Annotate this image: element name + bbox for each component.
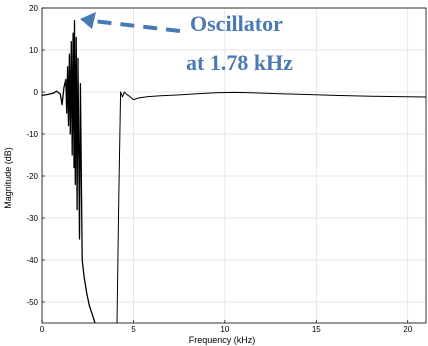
plot-frame <box>41 7 427 324</box>
x-axis: 0 5 10 15 20 <box>40 320 413 334</box>
y-tick-label: -40 <box>26 256 38 265</box>
y-tick-label: 10 <box>29 46 38 55</box>
series-lines <box>41 19 427 324</box>
x-axis-label: Frequency (kHz) <box>189 335 256 345</box>
y-tick-label: -10 <box>26 130 38 139</box>
x-tick-label: 5 <box>131 325 136 334</box>
annotation-arrowhead <box>80 12 96 29</box>
y-axis: 20 10 0 -10 -20 -30 -40 -50 <box>26 4 45 307</box>
annotation-arrow <box>92 19 181 33</box>
x-tick-label: 15 <box>312 325 321 334</box>
oscillator-annotation: Oscillator at 1.78 kHz <box>80 11 293 75</box>
x-tick-label: 10 <box>220 325 229 334</box>
y-tick-label: -30 <box>26 214 38 223</box>
annotation-line-2: at 1.78 kHz <box>186 50 293 75</box>
series-line-2 <box>116 91 427 324</box>
y-axis-label: Magnitude (dB) <box>3 147 13 209</box>
y-tick-label: -50 <box>26 298 38 307</box>
y-tick-label: 0 <box>34 88 39 97</box>
series-line-1 <box>41 19 96 324</box>
y-tick-label: 20 <box>29 4 38 13</box>
x-tick-label: 0 <box>40 325 45 334</box>
annotation-line-1: Oscillator <box>190 11 283 36</box>
y-tick-label: -20 <box>26 172 38 181</box>
x-tick-label: 20 <box>403 325 412 334</box>
